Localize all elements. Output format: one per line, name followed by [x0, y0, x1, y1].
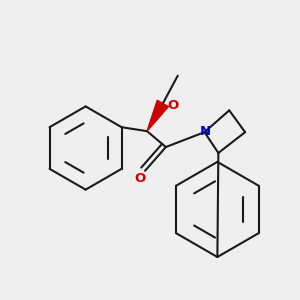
Text: O: O: [134, 172, 146, 185]
Polygon shape: [147, 100, 169, 131]
Text: N: N: [200, 125, 211, 138]
Text: O: O: [168, 99, 179, 112]
